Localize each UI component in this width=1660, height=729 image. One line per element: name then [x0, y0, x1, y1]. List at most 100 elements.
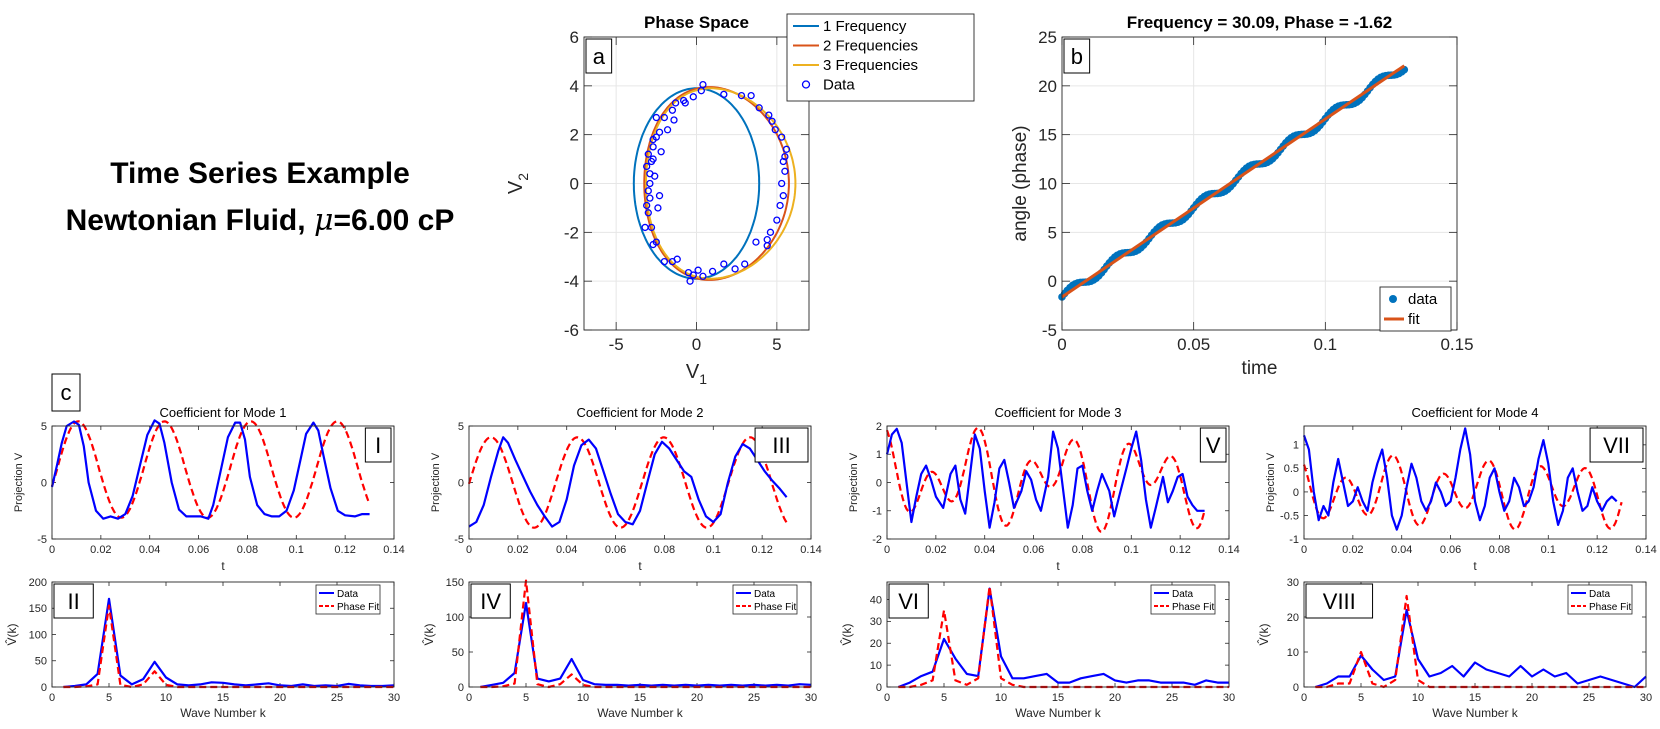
axes-frame — [468, 425, 812, 540]
figure-title-prefix: Newtonian Fluid, — [65, 204, 314, 237]
legend-swatch — [801, 80, 811, 89]
legend-label: 1 Frequency — [823, 18, 907, 35]
data-point — [779, 192, 787, 200]
y-tick-label: 0 — [41, 682, 47, 694]
x-tick-label: -5 — [609, 335, 624, 354]
legend-label: data — [1408, 291, 1438, 308]
y-tick-label: 100 — [446, 612, 464, 624]
legend: Data Phase Fit — [1567, 584, 1633, 615]
x-tick-label: 0.14 — [1635, 544, 1656, 556]
data-line — [1315, 608, 1647, 689]
x-tick-label: 10 — [160, 692, 172, 704]
x-tick-label: 0.1 — [1541, 544, 1556, 556]
x-tick-label: 0.08 — [1072, 544, 1093, 556]
x-tick-label: 0.02 — [1342, 544, 1363, 556]
x-axis-label: t — [1056, 559, 1060, 573]
data-point — [773, 216, 781, 224]
chart-I: 0 0.02 0.04 0.06 0.08 0.1 0.12 0.14-505ICoeffic… — [13, 405, 405, 573]
legend-box — [732, 584, 798, 615]
axes-frame — [468, 581, 812, 688]
phase-fit-line — [50, 420, 371, 519]
section-label-c: c — [51, 373, 81, 412]
data-point — [668, 106, 677, 114]
x-tick-label: 0 — [884, 692, 890, 704]
x-tick-label: 15 — [1469, 692, 1481, 704]
y-axis-label: Projection V — [430, 452, 442, 512]
data-point — [699, 272, 707, 280]
y-tick-label: -5 — [37, 534, 47, 546]
y-tick-label: 0 — [1293, 682, 1299, 694]
y-tick-label: 20 — [1287, 612, 1299, 624]
y-tick-label: 0.5 — [1284, 463, 1299, 475]
panel-label-text: I — [375, 433, 381, 458]
y-tick-label: 150 — [446, 577, 464, 589]
legend-label: fit — [1408, 311, 1421, 328]
data-point — [649, 155, 657, 163]
data-point — [681, 99, 689, 107]
data-point — [643, 201, 651, 210]
panel-label-box — [1199, 427, 1227, 463]
x-tick-label: 0 — [692, 335, 701, 354]
y-tick-label: 2 — [876, 421, 882, 433]
data-point — [644, 209, 652, 217]
x-axis-label: t — [638, 559, 642, 573]
plot-area — [52, 426, 394, 539]
legend-label: Data — [337, 589, 359, 600]
phase-fit-line — [467, 436, 788, 529]
chart-a: -5 0 5 -6 -4 -2 0 2 4 6a Phase Space V1 V2 1 Frequenc… — [505, 13, 975, 387]
y-tick-label: 200 — [29, 577, 47, 589]
chart-VII: 0 0.02 0.04 0.06 0.08 0.1 0.12 0.14 -1 -0.5 0 0.5 1 V… — [1265, 405, 1657, 573]
x-tick-label: 0.15 — [1440, 335, 1473, 354]
y-tick-label: 5 — [458, 421, 464, 433]
panel-label-VI: VI — [888, 583, 929, 619]
panel-label-box — [754, 427, 809, 463]
y-tick-label: 40 — [870, 594, 882, 606]
figure-title: Time Series Example Newtonian Fluid, μ=6… — [30, 150, 490, 244]
figure-title-line2: Newtonian Fluid, μ=6.00 cP — [30, 197, 490, 244]
x-tick-label: 0.14 — [800, 544, 821, 556]
legend-label: Phase Fit — [1172, 602, 1214, 613]
y-axis-label: Projection V — [13, 452, 25, 512]
panel-label-box — [1305, 583, 1374, 619]
y-axis-label: V2 — [505, 173, 531, 194]
y-axis-label: Projection V — [1265, 452, 1277, 512]
x-tick-label: 20 — [1109, 692, 1121, 704]
data-point — [651, 172, 659, 180]
data-point — [646, 194, 654, 202]
data-point — [731, 265, 739, 273]
data-point — [644, 150, 652, 158]
x-tick-label: 15 — [1052, 692, 1064, 704]
legend-label: 3 Frequencies — [823, 57, 918, 74]
panel-label-VII: VII — [1589, 427, 1644, 463]
y-axis-label: angle (phase) — [1010, 125, 1031, 241]
legend: Data Phase Fit — [315, 584, 381, 615]
x-tick-label: 0.1 — [289, 544, 304, 556]
x-tick-label: 0 — [466, 544, 472, 556]
panel-label-box — [364, 427, 392, 463]
x-tick-label: 10 — [577, 692, 589, 704]
data-point — [657, 148, 665, 156]
x-tick-label: 0 — [1301, 544, 1307, 556]
data-line — [50, 419, 370, 520]
data-point — [668, 257, 677, 266]
data-point — [697, 87, 705, 95]
phase-fit-line — [480, 579, 811, 689]
data-point — [689, 93, 697, 101]
y-tick-label: 0 — [41, 477, 47, 489]
data-point — [652, 113, 660, 122]
y-tick-label: 15 — [1038, 126, 1057, 145]
panel-label-box — [470, 583, 511, 619]
y-axis-label: V̂(k) — [4, 624, 19, 646]
x-tick-label: 0.02 — [925, 544, 946, 556]
chart-V: 0 0.02 0.04 0.06 0.08 0.1 0.12 0.14 -2 -1 0 1 2 V Coef… — [848, 405, 1240, 573]
x-axis-label: Wave Number k — [1432, 706, 1519, 720]
data-point — [649, 143, 657, 151]
data-point — [763, 242, 771, 250]
panel-label-text: VI — [898, 589, 919, 614]
chart-title: Coefficient for Mode 2 — [577, 405, 704, 420]
figure-title-suffix: =6.00 cP — [333, 204, 455, 237]
data-point — [778, 179, 786, 188]
y-tick-label: 1 — [876, 449, 882, 461]
x-tick-label: 30 — [805, 692, 817, 704]
panel-label-box — [1589, 427, 1644, 463]
